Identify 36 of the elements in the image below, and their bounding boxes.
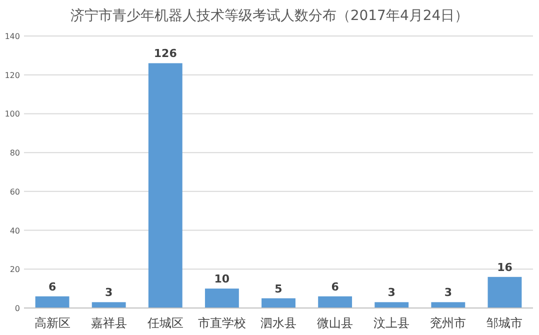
x-tick-label: 汶上县 [374,316,410,330]
chart-title: 济宁市青少年机器人技术等级考试人数分布（2017年4月24日） [70,8,469,24]
x-tick-label: 任城区 [146,316,184,330]
y-tick-label: 140 [4,32,20,41]
data-label: 16 [497,260,513,274]
y-tick-label: 120 [4,70,20,80]
x-tick-label: 高新区 [34,316,70,330]
y-tick-label: 0 [14,304,20,313]
x-tick-label: 市直学校 [198,316,246,330]
bar [148,63,182,308]
x-tick-label: 嘉祥县 [90,316,127,330]
data-label: 3 [105,286,113,300]
x-tick-label: 兖州市 [430,316,466,330]
bar [92,302,126,308]
bar [318,296,352,308]
bar [35,296,70,308]
x-tick-label: 邹城市 [486,316,523,330]
bar [431,302,466,308]
data-label: 10 [214,272,230,286]
bar [262,298,296,308]
y-tick-label: 40 [10,226,20,236]
data-label: 6 [48,280,56,294]
data-label: 5 [274,282,282,296]
data-label: 6 [331,280,340,294]
x-tick-label: 泗水县 [260,316,296,330]
y-tick-label: 100 [4,110,20,119]
y-tick-label: 60 [10,187,20,196]
bar [204,288,239,308]
y-tick-label: 80 [10,148,20,158]
data-label: 3 [444,286,452,300]
data-label: 3 [388,286,396,300]
data-label: 126 [154,47,178,60]
bar [374,302,409,308]
bar [488,276,522,308]
y-tick-label: 20 [10,265,20,274]
x-tick-label: 微山县 [317,316,354,330]
